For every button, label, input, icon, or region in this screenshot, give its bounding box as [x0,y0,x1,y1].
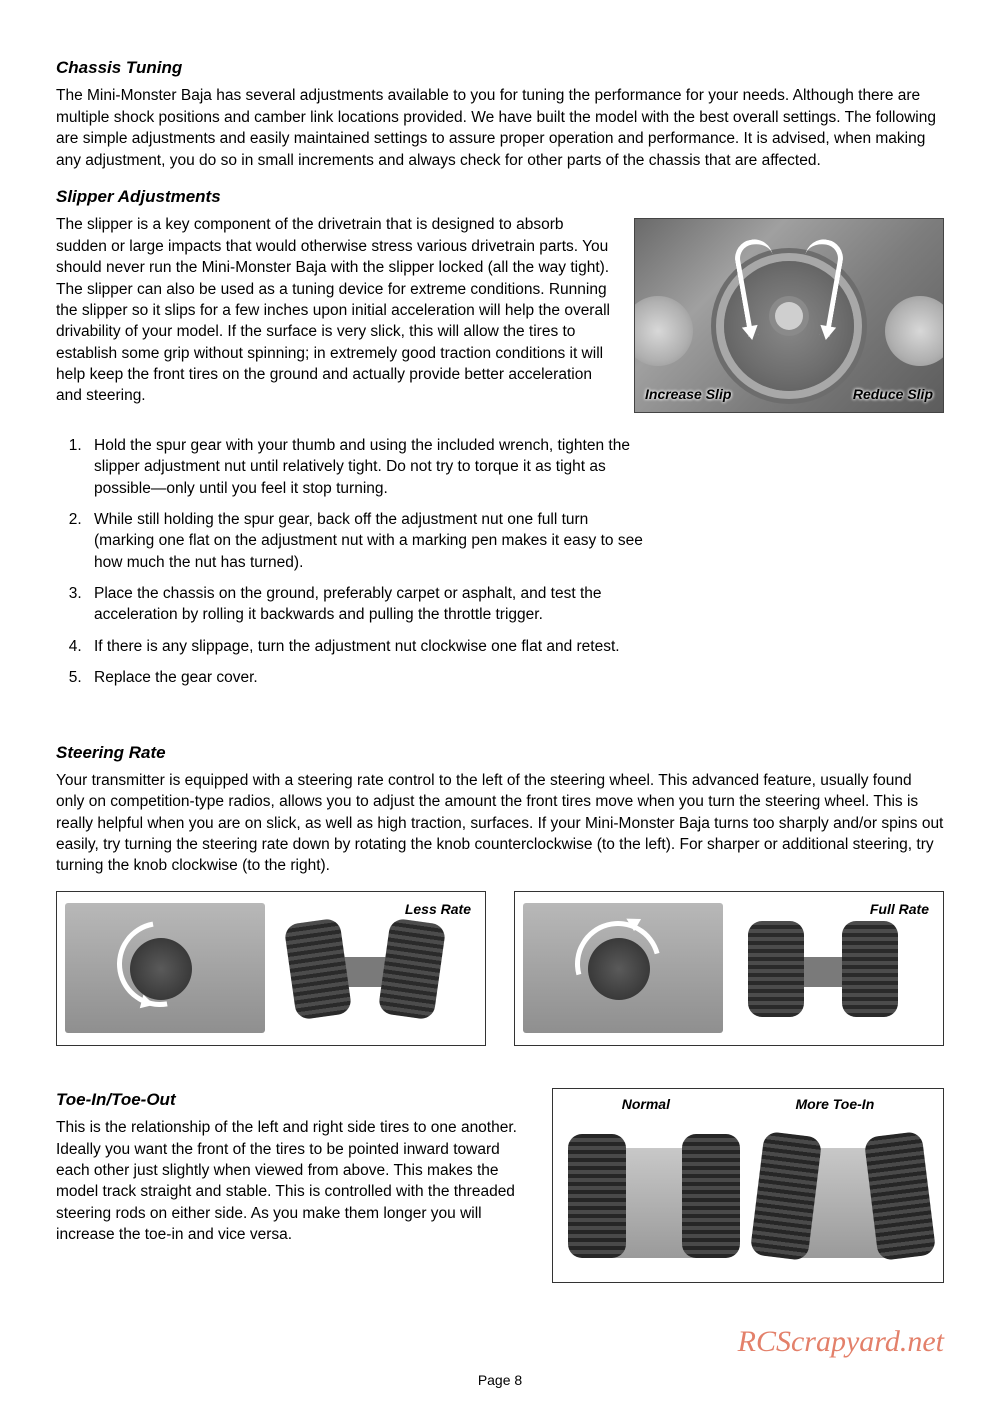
slipper-steps-list: Hold the spur gear with your thumb and u… [86,435,646,689]
slipper-text-col: The slipper is a key component of the dr… [56,214,616,420]
para-chassis-tuning: The Mini-Monster Baja has several adjust… [56,85,944,171]
slipper-figure: Increase Slip Reduce Slip [634,218,944,413]
tire-right-icon [842,921,898,1017]
para-toe: This is the relationship of the left and… [56,1117,530,1245]
less-rate-figure: Less Rate [56,891,486,1046]
toe-section: Toe-In/Toe-Out This is the relationship … [56,1088,944,1283]
toe-row: Toe-In/Toe-Out This is the relationship … [56,1088,944,1283]
slipper-step-3: Place the chassis on the ground, prefera… [86,583,646,626]
label-increase-slip: Increase Slip [645,385,731,404]
slipper-row: The slipper is a key component of the dr… [56,214,944,420]
heading-chassis-tuning: Chassis Tuning [56,56,944,79]
tire-left-icon [748,921,804,1017]
toe-normal-image [564,1118,744,1278]
knob-less-image [65,903,265,1033]
para-steering: Your transmitter is equipped with a stee… [56,770,944,877]
arrow-ccw-icon [100,904,220,1024]
toe-text-col: Toe-In/Toe-Out This is the relationship … [56,1088,530,1283]
para-slipper: The slipper is a key component of the dr… [56,214,616,406]
watermark-text: RCScrapyard.net [738,1321,944,1362]
gear-right-icon [885,296,944,366]
arrow-cw-icon [559,906,676,1023]
arrow-increase-slip-icon [732,237,786,337]
arrow-reduce-slip-icon [792,237,846,337]
steering-section: Steering Rate Your transmitter is equipp… [56,741,944,1046]
full-rate-figure: Full Rate [514,891,944,1046]
label-toe-normal: Normal [622,1095,670,1114]
heading-toe: Toe-In/Toe-Out [56,1088,530,1111]
less-rate-inner [65,898,477,1039]
slipper-step-5: Replace the gear cover. [86,667,646,688]
gear-left-icon [634,296,693,366]
toe-labels-row: Normal More Toe-In [559,1095,937,1114]
slipper-label-row: Increase Slip Reduce Slip [635,385,943,404]
tire-right-icon [378,918,447,1021]
steering-rate-row: Less Rate Full Rate [56,891,944,1046]
heading-steering: Steering Rate [56,741,944,764]
knob-full-image [523,903,723,1033]
label-reduce-slip: Reduce Slip [853,385,933,404]
toe-inner [559,1118,937,1278]
slipper-figure-wrap: Increase Slip Reduce Slip [634,218,944,420]
tires-less-image [275,903,455,1033]
tires-full-image [733,903,913,1033]
tire-right-icon [682,1134,740,1258]
slipper-step-1: Hold the spur gear with your thumb and u… [86,435,646,499]
toe-figure: Normal More Toe-In [552,1088,944,1283]
tire-left-icon [568,1134,626,1258]
page-number: Page 8 [0,1371,1000,1390]
slipper-step-2: While still holding the spur gear, back … [86,509,646,573]
toe-more-image [753,1118,933,1278]
label-toe-more: More Toe-In [795,1095,874,1114]
tire-left-icon [284,918,353,1021]
full-rate-inner [523,898,935,1039]
heading-slipper: Slipper Adjustments [56,185,944,208]
slipper-step-4: If there is any slippage, turn the adjus… [86,636,646,657]
